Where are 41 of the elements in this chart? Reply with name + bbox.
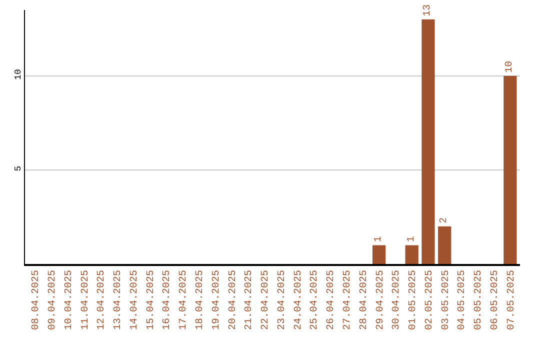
x-tick-label: 08.04.2025: [31, 270, 42, 330]
x-tick-label: 16.04.2025: [162, 270, 174, 330]
x-tick-label: 04.05.2025: [457, 270, 468, 330]
x-tick-label: 28.04.2025: [358, 270, 370, 330]
data-label: 1: [374, 236, 385, 242]
x-tick-label: 13.04.2025: [113, 270, 124, 330]
x-tick-label: 20.04.2025: [228, 270, 239, 330]
x-tick-label: 09.04.2025: [47, 270, 58, 330]
x-tick-label: 11.04.2025: [80, 270, 92, 330]
x-tick-label: 02.05.2025: [424, 270, 436, 330]
x-tick-label: 01.05.2025: [408, 270, 420, 330]
x-tick-label: 12.04.2025: [96, 270, 108, 330]
data-label: 1: [406, 236, 418, 242]
x-tick-label: 07.05.2025: [506, 270, 518, 330]
bar: [372, 245, 386, 264]
x-tick-label: 29.04.2025: [375, 270, 386, 330]
x-tick-label: 19.04.2025: [211, 270, 222, 330]
x-tick-label: 26.04.2025: [326, 270, 338, 330]
bar: [504, 76, 517, 264]
x-tick-label: 27.04.2025: [342, 270, 354, 330]
bar: [438, 226, 452, 264]
x-tick-label: 10.04.2025: [64, 270, 75, 330]
x-tick-label: 30.04.2025: [392, 270, 403, 330]
x-tick-label: 25.04.2025: [310, 270, 321, 330]
x-tick-label: 14.04.2025: [129, 270, 140, 330]
y-tick-label: 5: [13, 166, 24, 172]
x-tick-label: 22.04.2025: [260, 270, 272, 330]
x-tick-label: 21.04.2025: [244, 270, 256, 330]
bar: [422, 19, 435, 264]
x-tick-label: 05.05.2025: [474, 270, 485, 330]
x-tick-label: 06.05.2025: [490, 270, 502, 330]
data-label: 13: [422, 4, 434, 16]
bar: [405, 245, 418, 264]
data-label: 10: [504, 60, 516, 73]
x-tick-label: 03.05.2025: [440, 270, 452, 330]
x-tick-label: 18.04.2025: [194, 270, 206, 330]
x-tick-label: 15.04.2025: [146, 270, 157, 330]
x-tick-label: 17.04.2025: [178, 270, 190, 330]
x-tick-label: 23.04.2025: [276, 270, 288, 330]
x-tick-label: 24.04.2025: [293, 270, 304, 330]
data-label: 2: [439, 217, 450, 224]
